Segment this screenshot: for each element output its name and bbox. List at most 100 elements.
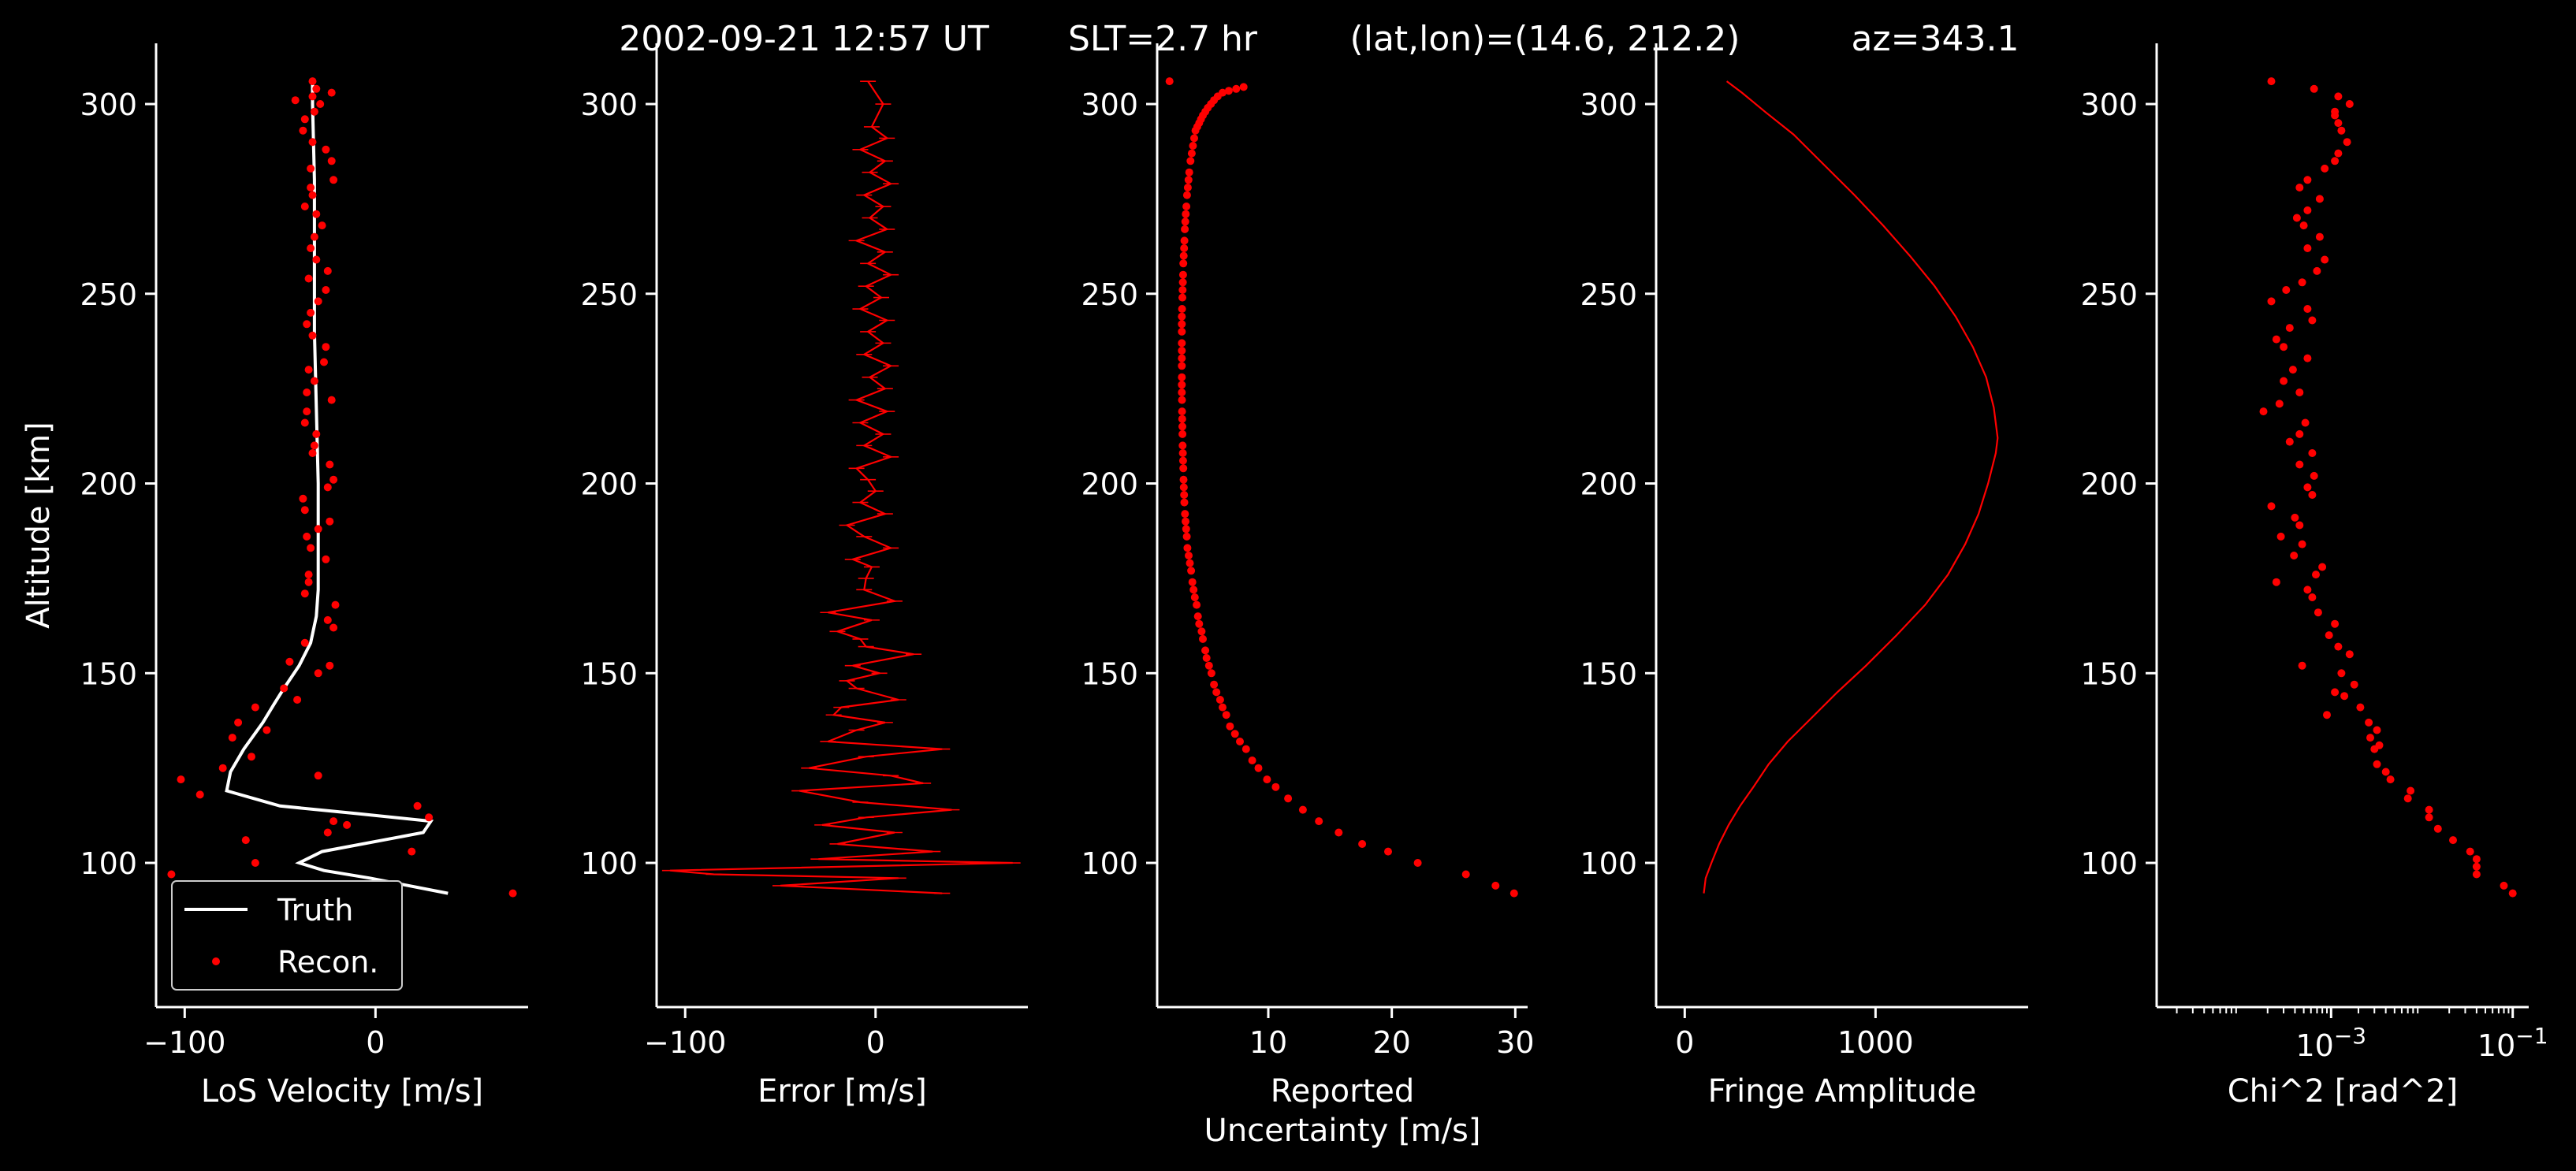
data-point — [303, 320, 311, 329]
data-point — [312, 429, 321, 438]
data-point — [1178, 381, 1186, 389]
data-point — [308, 138, 317, 147]
data-point — [1180, 236, 1189, 245]
data-point — [2407, 786, 2415, 795]
legend: Truth Recon. — [171, 880, 403, 991]
data-point — [329, 817, 338, 826]
data-point — [1178, 354, 1186, 362]
data-point — [1179, 251, 1188, 260]
data-point — [1195, 619, 1204, 628]
data-point — [322, 145, 330, 154]
data-point — [1178, 293, 1186, 302]
data-point — [1182, 525, 1190, 533]
y-tick-label: 200 — [1580, 467, 1637, 502]
data-point — [1197, 627, 1206, 636]
data-point — [314, 669, 322, 678]
data-point — [2295, 521, 2304, 530]
data-point — [1202, 654, 1211, 662]
data-point — [1190, 134, 1198, 143]
data-point — [304, 578, 313, 586]
y-tick-label: 200 — [1081, 467, 1138, 502]
data-point — [2337, 126, 2346, 135]
x-tick-exponent: −3 — [2334, 1023, 2366, 1049]
data-point — [2295, 388, 2304, 396]
title-latlon: (lat,lon)=(14.6, 212.2) — [1350, 19, 1740, 59]
data-point — [310, 107, 318, 116]
data-point — [326, 517, 334, 526]
data-point — [2301, 418, 2310, 427]
data-point — [304, 571, 313, 579]
y-tick-label: 100 — [1081, 846, 1138, 881]
data-point — [310, 232, 318, 241]
data-point — [1187, 567, 1196, 575]
x-axis-label: Fringe Amplitude — [1708, 1073, 1977, 1110]
data-point — [1491, 881, 1500, 890]
data-point — [1226, 722, 1234, 730]
data-point — [2425, 805, 2433, 814]
data-point — [2272, 335, 2280, 344]
data-point — [323, 483, 332, 492]
data-point — [1215, 696, 1224, 704]
data-point — [1178, 396, 1186, 404]
data-point — [262, 726, 271, 734]
data-point — [508, 889, 517, 898]
data-point — [1186, 157, 1195, 165]
data-point — [2298, 661, 2306, 670]
data-point — [322, 343, 330, 351]
data-point — [1190, 593, 1199, 601]
data-point — [1178, 339, 1186, 348]
data-point — [1188, 578, 1197, 586]
data-point — [299, 126, 307, 135]
data-point — [1178, 270, 1187, 279]
data-point — [303, 388, 311, 396]
data-point — [2334, 119, 2343, 128]
data-point — [2295, 429, 2304, 438]
y-tick-label: 300 — [1081, 87, 1138, 122]
data-point — [1461, 870, 1470, 879]
data-point — [251, 859, 259, 867]
data-point — [1178, 429, 1187, 438]
data-point — [2466, 847, 2474, 856]
data-point — [408, 847, 416, 856]
data-point — [2298, 540, 2306, 548]
y-axis-label: Altitude [km] — [20, 422, 57, 628]
data-point — [1178, 327, 1186, 336]
data-point — [2331, 157, 2340, 165]
series-recon — [167, 77, 517, 898]
data-point — [1182, 203, 1191, 210]
data-point — [167, 870, 176, 879]
data-point — [300, 506, 309, 515]
y-tick-label: 250 — [2080, 277, 2138, 312]
data-point — [314, 771, 322, 780]
series-line — [225, 81, 449, 895]
data-point — [1298, 805, 1307, 814]
data-point — [248, 753, 255, 761]
data-point — [1184, 176, 1193, 184]
data-point — [1183, 544, 1192, 552]
data-point — [2310, 84, 2318, 93]
title-slt: SLT=2.7 hr — [1068, 19, 1258, 59]
data-point — [304, 366, 313, 374]
data-point — [2321, 255, 2329, 264]
data-point — [2295, 460, 2304, 469]
y-tick-label: 200 — [580, 467, 638, 502]
data-point — [2433, 824, 2442, 833]
data-point — [308, 77, 317, 86]
data-point — [2334, 149, 2343, 158]
data-point — [251, 703, 259, 712]
data-point — [2288, 366, 2297, 374]
data-point — [329, 176, 338, 184]
data-point — [1189, 142, 1197, 150]
data-point — [1179, 259, 1188, 268]
data-point — [327, 88, 336, 97]
data-point — [1178, 456, 1187, 465]
y-tick-label: 250 — [580, 277, 638, 312]
x-tick-label: 0 — [1675, 1025, 1694, 1060]
data-point — [327, 396, 336, 404]
data-point — [307, 184, 315, 191]
data-point — [2267, 502, 2276, 511]
data-point — [2267, 77, 2276, 86]
data-point — [2267, 297, 2276, 306]
legend-recon-label: Recon. — [277, 945, 378, 980]
data-point — [2337, 669, 2346, 678]
